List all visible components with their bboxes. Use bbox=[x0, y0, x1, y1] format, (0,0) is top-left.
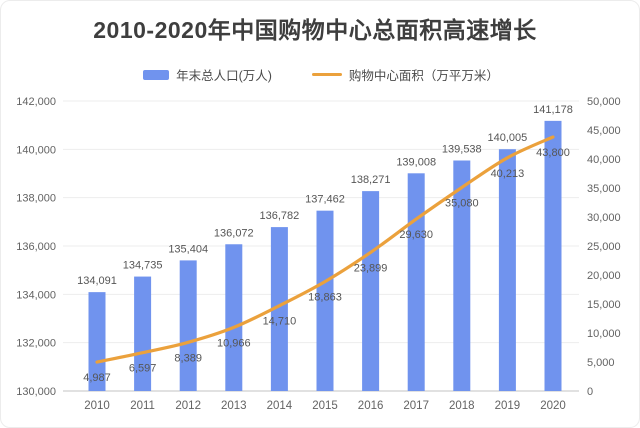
bar-2020 bbox=[544, 120, 562, 392]
bar-2012 bbox=[179, 260, 197, 391]
chart-title: 2010-2020年中国购物中心总面积高速增长 bbox=[93, 17, 537, 43]
left-axis-tick-label: 138,000 bbox=[16, 193, 56, 205]
line-value-label: 23,899 bbox=[354, 262, 388, 274]
right-axis-tick-label: 35,000 bbox=[587, 183, 621, 195]
bar-value-label: 136,782 bbox=[260, 210, 300, 222]
line-value-label: 8,389 bbox=[174, 352, 202, 364]
bar-2018 bbox=[453, 160, 471, 391]
bar-value-label: 139,008 bbox=[396, 156, 436, 168]
bar-value-label: 137,462 bbox=[305, 194, 345, 206]
right-axis-tick-label: 45,000 bbox=[587, 125, 621, 137]
bar-2011 bbox=[134, 276, 152, 391]
right-axis-tick-label: 40,000 bbox=[587, 154, 621, 166]
bar-2014 bbox=[270, 227, 288, 391]
right-axis-tick-label: 10,000 bbox=[587, 328, 621, 340]
x-axis-label: 2010 bbox=[84, 400, 110, 412]
x-axis-label: 2017 bbox=[403, 400, 429, 412]
right-axis-tick-label: 20,000 bbox=[587, 270, 621, 282]
right-axis-tick-label: 30,000 bbox=[587, 212, 621, 224]
area-line bbox=[95, 135, 555, 364]
bar-2019 bbox=[498, 149, 516, 391]
legend-item-population: 年末总人口(万人) bbox=[143, 65, 272, 84]
right-axis-tick-label: 0 bbox=[587, 386, 593, 398]
left-axis-tick-label: 132,000 bbox=[16, 338, 56, 350]
legend-item-area: 购物中心面积（万平万米） bbox=[311, 65, 499, 84]
x-axis-label: 2018 bbox=[449, 400, 475, 412]
line-value-label: 29,630 bbox=[399, 229, 433, 241]
line-value-label: 35,080 bbox=[445, 198, 479, 210]
bar-2013 bbox=[225, 244, 243, 391]
x-axis-label: 2019 bbox=[495, 400, 521, 412]
line-value-label: 43,800 bbox=[536, 147, 570, 159]
x-axis-label: 2012 bbox=[175, 400, 201, 412]
right-axis-tick-label: 5,000 bbox=[587, 357, 615, 369]
line-value-label: 6,597 bbox=[129, 363, 157, 375]
right-axis-tick-label: 15,000 bbox=[587, 299, 621, 311]
line-value-label: 40,213 bbox=[491, 168, 525, 180]
bar-2010 bbox=[88, 292, 106, 391]
left-axis-tick-label: 136,000 bbox=[16, 241, 56, 253]
bar-2017 bbox=[407, 173, 425, 391]
line-value-label: 10,966 bbox=[217, 337, 251, 349]
bar-2015 bbox=[316, 210, 334, 391]
bar-2016 bbox=[362, 191, 380, 391]
legend-label-area: 购物中心面积（万平万米） bbox=[348, 69, 499, 83]
x-axis-label: 2020 bbox=[540, 400, 566, 412]
legend-label-population: 年末总人口(万人) bbox=[176, 69, 272, 83]
bar-value-label: 139,538 bbox=[442, 143, 482, 155]
x-axis-label: 2016 bbox=[358, 400, 384, 412]
right-axis-tick-label: 50,000 bbox=[587, 96, 621, 108]
x-axis-label: 2014 bbox=[267, 400, 293, 412]
line-value-label: 18,863 bbox=[308, 292, 342, 304]
left-axis-tick-label: 140,000 bbox=[16, 144, 56, 156]
line-value-label: 14,710 bbox=[263, 316, 297, 328]
x-axis-label: 2011 bbox=[130, 400, 155, 412]
bar-value-label: 134,091 bbox=[77, 275, 117, 287]
x-axis-label: 2013 bbox=[221, 400, 247, 412]
line-series-swatch-icon bbox=[311, 72, 342, 77]
bar-value-label: 134,735 bbox=[123, 260, 163, 272]
bar-value-label: 141,178 bbox=[533, 104, 573, 116]
left-axis-tick-label: 134,000 bbox=[16, 289, 56, 301]
line-value-label: 4,987 bbox=[83, 372, 111, 384]
bar-value-label: 138,271 bbox=[351, 174, 391, 186]
bar-value-label: 140,005 bbox=[488, 132, 528, 144]
bar-value-label: 135,404 bbox=[168, 243, 208, 255]
right-axis-tick-label: 25,000 bbox=[587, 241, 621, 253]
left-axis-tick-label: 130,000 bbox=[16, 386, 56, 398]
x-axis-label: 2015 bbox=[312, 400, 338, 412]
bar-value-label: 136,072 bbox=[214, 227, 254, 239]
left-axis-tick-label: 142,000 bbox=[16, 96, 56, 108]
bar-series-swatch-icon bbox=[143, 69, 170, 80]
chart-legend: 年末总人口(万人) 购物中心面积（万平万米） bbox=[1, 65, 639, 84]
